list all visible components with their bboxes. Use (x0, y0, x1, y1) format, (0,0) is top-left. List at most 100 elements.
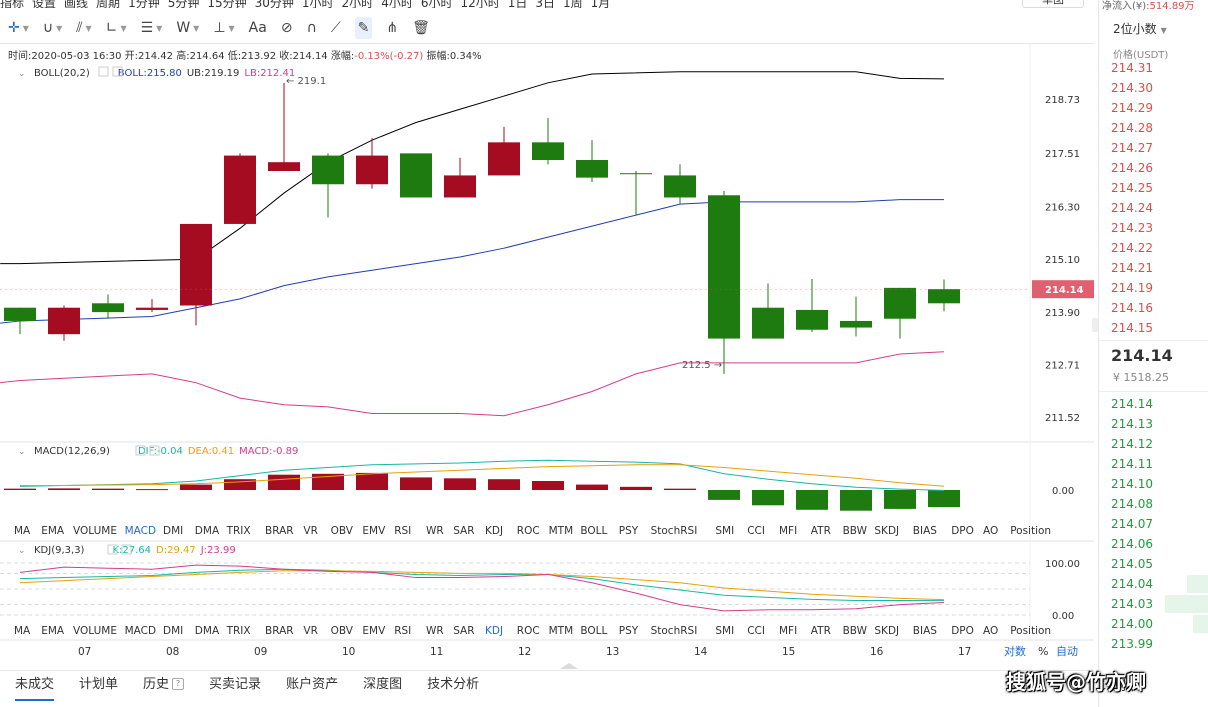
ask-row[interactable]: 214.26 (1111, 161, 1153, 175)
bid-row[interactable]: 214.13 (1111, 417, 1153, 431)
ask-row[interactable]: 214.31 (1111, 61, 1153, 75)
bid-row[interactable]: 213.99 (1111, 637, 1153, 651)
period-item[interactable]: 设置 (32, 0, 57, 8)
panel-collapse-handle[interactable] (1092, 318, 1098, 332)
ask-row[interactable]: 214.24 (1111, 201, 1153, 215)
macd-histogram-bar (136, 489, 168, 491)
indicator-tab: SKDJ (874, 625, 899, 637)
indicator-tab: ROC (517, 625, 540, 637)
bid-row[interactable]: 214.05 (1111, 557, 1153, 571)
price-axis-label: 218.73 (1045, 95, 1080, 106)
period-item[interactable]: 30分钟 (254, 0, 294, 8)
ask-row[interactable]: 214.19 (1111, 281, 1153, 295)
bid-row[interactable]: 214.03 (1099, 594, 1208, 614)
candle-body (180, 223, 212, 306)
period-item[interactable]: 2小时 (341, 0, 374, 8)
bid-row[interactable]: 214.04 (1099, 574, 1208, 594)
indicator-tab: WR (426, 525, 444, 537)
candle-body (4, 307, 36, 321)
ask-row[interactable]: 214.28 (1111, 121, 1153, 135)
bottom-tab[interactable]: 未成交 (15, 671, 55, 701)
bid-list: 214.14 214.13 214.12 214.11 214.10 214.08 214.… (1099, 394, 1208, 654)
chart-mode-button[interactable]: 单图 (1022, 0, 1084, 8)
legend-settings-icon (149, 445, 160, 456)
bottom-tab[interactable]: 账户资产 (286, 676, 339, 692)
boll-mid-line (0, 199, 944, 324)
period-item[interactable]: 1月 (590, 0, 611, 8)
wave-icon[interactable]: W ▼ (176, 20, 200, 36)
trash-icon[interactable]: 🗑 (412, 20, 430, 36)
bid-row[interactable]: 214.11 (1111, 457, 1153, 471)
curve-icon[interactable]: ∪ ▼ (42, 20, 63, 36)
bottom-tab[interactable]: 技术分析 (427, 676, 480, 692)
indicator-tab: BOLL (580, 525, 607, 537)
visibility-icon[interactable]: ⋔ (386, 20, 399, 36)
hide-icon[interactable]: ⊘ (280, 20, 293, 36)
ask-row[interactable]: 214.22 (1111, 241, 1153, 255)
bottom-tab[interactable]: 计划单 (79, 676, 119, 692)
indicator-tab: EMA (41, 625, 65, 637)
period-item[interactable]: 1小时 (301, 0, 334, 8)
candle-body (796, 309, 828, 330)
ruler-icon[interactable]: ⟋ (330, 20, 341, 36)
ask-row[interactable]: 214.25 (1111, 181, 1153, 195)
period-item[interactable]: 15分钟 (207, 0, 247, 8)
candle-body (444, 175, 476, 198)
candle-body (576, 159, 608, 178)
ask-row[interactable]: 214.23 (1111, 221, 1153, 235)
period-item[interactable]: 12小时 (460, 0, 500, 8)
bid-row[interactable]: 214.00 (1099, 614, 1208, 634)
help-icon[interactable]: ? (172, 678, 185, 690)
period-item[interactable]: 指标 (0, 0, 25, 8)
kdj-d-line (19, 570, 945, 601)
decimals-select[interactable]: 2位小数 ▼ (1113, 22, 1167, 36)
bid-row[interactable]: 214.08 (1111, 497, 1153, 511)
ask-row[interactable]: 214.16 (1111, 301, 1153, 315)
bottom-tab[interactable]: 历史? (143, 671, 185, 701)
magnet-icon[interactable]: ∩ (306, 20, 317, 36)
indicator-tab: SMI (715, 525, 734, 537)
text-icon[interactable]: Aa (248, 20, 267, 36)
ask-row[interactable]: 214.15 (1111, 321, 1153, 335)
kline-chart[interactable]: 时间:2020-05-03 16:30 开:214.42 高:214.64 低:… (0, 44, 1094, 663)
macd-histogram-bar (928, 490, 960, 508)
scroll-tab-icon[interactable] (560, 663, 578, 669)
net-inflow: 净流入(¥):514.89万 (1102, 1, 1195, 12)
period-item[interactable]: 1日 (507, 0, 528, 8)
ask-row[interactable]: 214.30 (1111, 81, 1153, 95)
period-item[interactable]: 5分钟 (167, 0, 200, 8)
ask-row[interactable]: 214.21 (1111, 261, 1153, 275)
time-axis-label: 09 (254, 646, 267, 658)
indicator-tab: AO (983, 625, 998, 637)
period-item[interactable]: 画线 (64, 0, 89, 8)
bid-row[interactable]: 214.10 (1111, 477, 1153, 491)
macd-histogram-bar (312, 473, 344, 490)
ask-row[interactable]: 214.29 (1111, 101, 1153, 115)
period-item[interactable]: 1分钟 (128, 0, 160, 8)
trendlines-icon[interactable]: ⫽ ▼ (76, 20, 92, 36)
period-item[interactable]: 4小时 (381, 0, 413, 8)
period-item[interactable]: 周期 (96, 0, 121, 8)
bid-row[interactable]: 214.07 (1111, 517, 1153, 531)
bid-row[interactable]: 214.14 (1111, 397, 1153, 411)
period-item[interactable]: 1周 (563, 0, 583, 8)
crosshair-icon[interactable]: ✛ ▼ (8, 20, 29, 36)
angle-icon[interactable]: ∟ ▼ (105, 20, 127, 36)
macd-histogram-bar (92, 488, 124, 490)
chevron-down-icon: ▼ (85, 23, 92, 33)
period-item[interactable]: 3日 (535, 0, 556, 8)
macd-histogram-bar (620, 486, 652, 490)
bid-row[interactable]: 214.12 (1111, 437, 1153, 451)
bottom-tab[interactable]: 买卖记录 (209, 676, 262, 692)
kdj-legend: KDJ(9,3,3) K:27.64 D:29.47 J:23.99 (34, 545, 236, 556)
ask-row[interactable]: 214.27 (1111, 141, 1153, 155)
pencil-lock-icon[interactable]: ✎ (354, 17, 373, 39)
bottom-tab[interactable]: 深度图 (363, 676, 403, 692)
measure-icon[interactable]: ⊥ ▼ (213, 20, 235, 36)
fib-icon[interactable]: ☰ ▼ (140, 20, 163, 36)
candle-body (92, 303, 124, 313)
plan-order-tab[interactable]: 计划单 (1100, 679, 1140, 694)
price-tag: 214.14 (1045, 285, 1084, 296)
bid-row[interactable]: 214.06 (1111, 537, 1153, 551)
period-item[interactable]: 6小时 (420, 0, 453, 8)
